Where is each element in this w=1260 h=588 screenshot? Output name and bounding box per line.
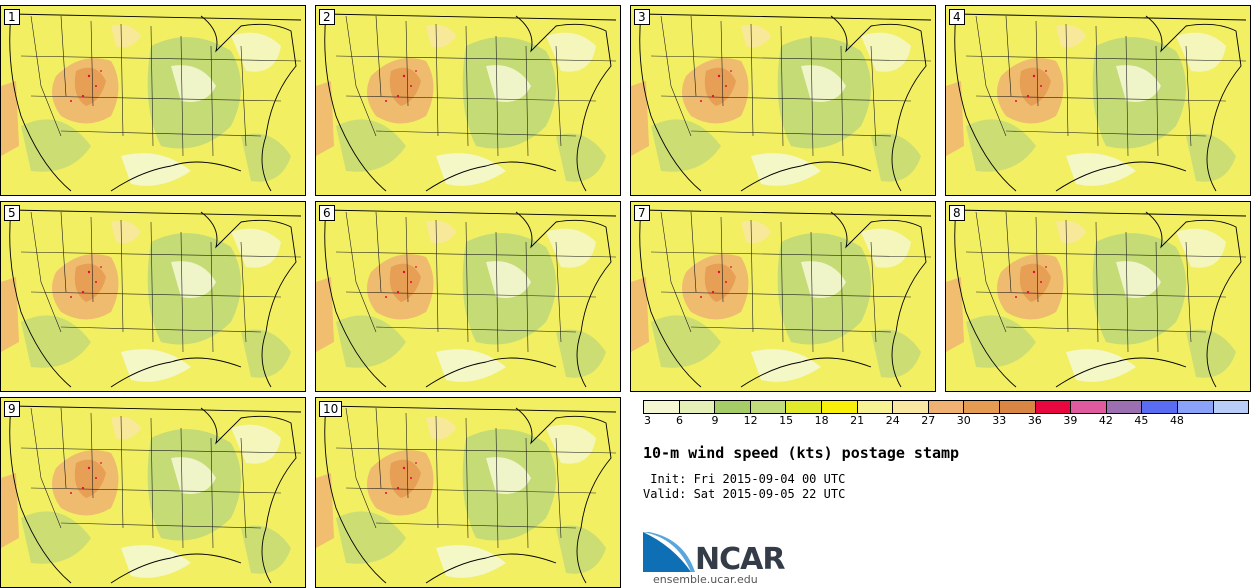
stamp-number-label: 9 [4, 401, 20, 417]
valid-time: Valid: Sat 2015-09-05 22 UTC [643, 487, 846, 501]
colorbar-tick-label: 36 [1027, 414, 1042, 427]
logo-url: ensemble.ucar.edu [653, 573, 758, 586]
colorbar-tick-label: 15 [779, 414, 794, 427]
colorbar-tick-label: 3 [644, 414, 651, 427]
postage-stamp-map-9: 9 [0, 397, 306, 588]
stamp-number-label: 4 [949, 9, 965, 25]
ncar-logo-text: NCAR [695, 542, 785, 577]
colorbar-tick-label: 39 [1063, 414, 1078, 427]
colorbar-segment [963, 401, 999, 413]
stamp-number-label: 8 [949, 205, 965, 221]
colorbar-segment [856, 401, 893, 413]
init-time: Init: Fri 2015-09-04 00 UTC [643, 472, 846, 486]
colorbar-segment [644, 401, 679, 413]
colorbar-tick-label: 18 [814, 414, 829, 427]
colorbar-segment [1105, 401, 1142, 413]
colorbar-tick-label: 42 [1098, 414, 1113, 427]
colorbar-tick-label: 48 [1169, 414, 1184, 427]
colorbar-segment [1176, 401, 1213, 413]
colorbar-segment [785, 401, 821, 413]
colorbar-tick-label: 24 [885, 414, 900, 427]
postage-stamp-map-5: 5 [0, 201, 306, 392]
postage-stamp-map-8: 8 [945, 201, 1251, 392]
colorbar-segment [678, 401, 715, 413]
stamp-number-label: 5 [4, 205, 20, 221]
stamp-number-label: 3 [634, 9, 650, 25]
stamp-number-label: 10 [319, 401, 343, 417]
postage-stamp-map-1: 1 [0, 5, 306, 196]
colorbar [643, 400, 1249, 414]
colorbar-tick-label: 27 [921, 414, 936, 427]
colorbar-tick-label: 12 [743, 414, 758, 427]
postage-stamp-map-7: 7 [630, 201, 936, 392]
stamp-number-label: 2 [319, 9, 335, 25]
colorbar-segment [892, 401, 928, 413]
postage-stamp-map-10: 10 [315, 397, 621, 588]
stamp-number-label: 1 [4, 9, 20, 25]
postage-stamp-map-6: 6 [315, 201, 621, 392]
colorbar-segment [1141, 401, 1177, 413]
colorbar-segment [1034, 401, 1071, 413]
colorbar-segment [1212, 401, 1249, 413]
colorbar-tick-label: 9 [711, 414, 719, 427]
colorbar-tick-label: 33 [992, 414, 1007, 427]
colorbar-segment [749, 401, 786, 413]
colorbar-segment [998, 401, 1035, 413]
colorbar-segment [820, 401, 857, 413]
colorbar-tick-label: 21 [850, 414, 865, 427]
colorbar-ticks: 3 6 9 12 15 18 21 24 27 30 33 36 39 42 45 48 [643, 414, 1249, 428]
stamp-number-label: 6 [319, 205, 335, 221]
colorbar-tick-label: 45 [1134, 414, 1149, 427]
colorbar-segment [714, 401, 750, 413]
postage-stamp-map-4: 4 [945, 5, 1251, 196]
ncar-logo-icon [643, 532, 695, 572]
colorbar-segment [1070, 401, 1106, 413]
colorbar-tick-label: 6 [676, 414, 684, 427]
stamp-number-label: 7 [634, 205, 650, 221]
postage-stamp-map-2: 2 [315, 5, 621, 196]
postage-stamp-map-3: 3 [630, 5, 936, 196]
colorbar-tick-label: 30 [956, 414, 971, 427]
colorbar-segment [927, 401, 964, 413]
chart-title: 10-m wind speed (kts) postage stamp [643, 444, 960, 462]
